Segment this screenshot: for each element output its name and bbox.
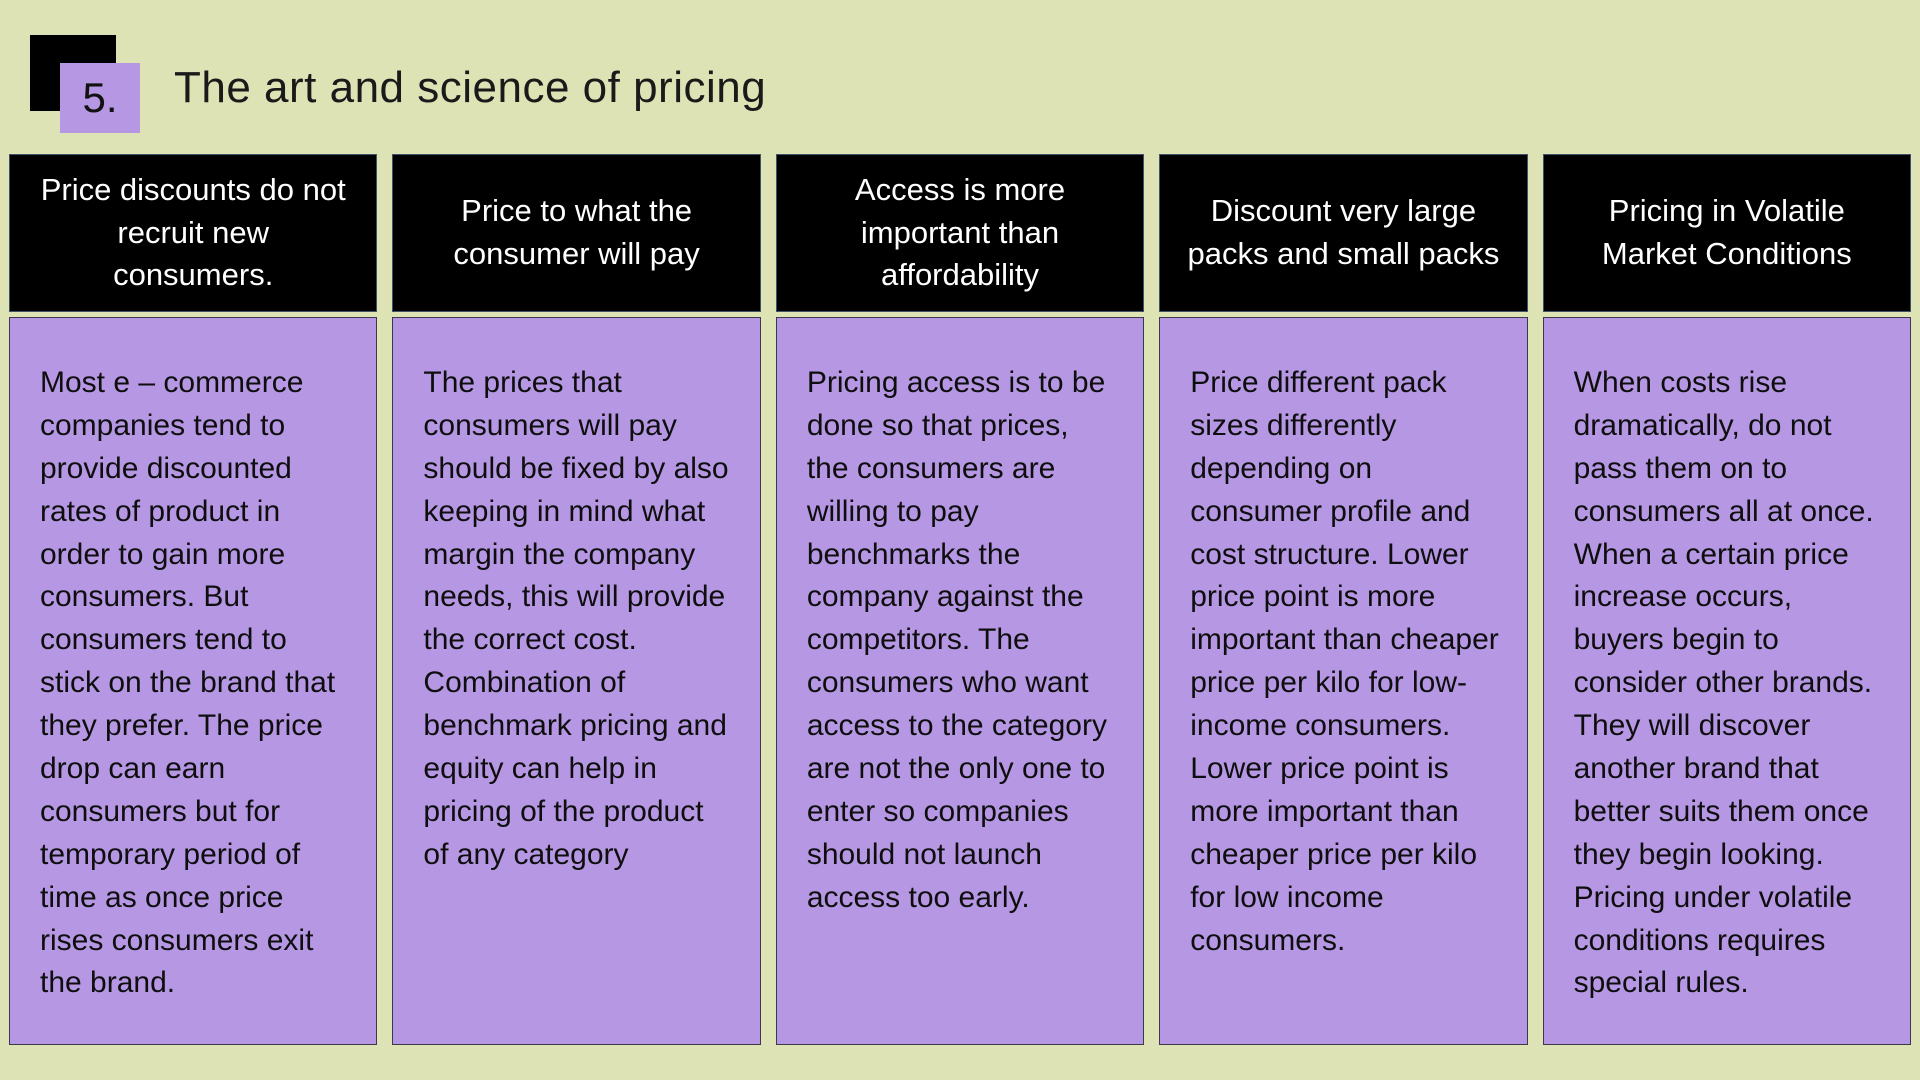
column-header: Pricing in Volatile Market Conditions: [1542, 154, 1912, 312]
title-row: 5. The art and science of pricing: [0, 0, 1920, 140]
column-body: The prices that consumers will pay shoul…: [392, 317, 761, 1045]
pricing-column-1: Price discounts do not recruit new consu…: [9, 154, 378, 1045]
slide-number-badge: 5.: [22, 25, 140, 133]
pricing-column-3: Access is more important than affordabil…: [775, 154, 1145, 1045]
column-header: Access is more important than affordabil…: [775, 154, 1145, 312]
slide-number: 5.: [60, 63, 140, 133]
slide-title: The art and science of pricing: [174, 63, 767, 112]
pricing-column-5: Pricing in Volatile Market Conditions Wh…: [1542, 154, 1912, 1045]
column-body: Price different pack sizes differently d…: [1159, 317, 1528, 1045]
column-header: Price to what the consumer will pay: [392, 154, 761, 312]
column-header: Discount very large packs and small pack…: [1159, 154, 1528, 312]
column-body: Pricing access is to be done so that pri…: [775, 317, 1145, 1045]
column-body: When costs rise dramatically, do not pas…: [1542, 317, 1912, 1045]
column-body: Most e – commerce companies tend to prov…: [9, 317, 378, 1045]
column-header: Price discounts do not recruit new consu…: [9, 154, 378, 312]
pricing-column-4: Discount very large packs and small pack…: [1159, 154, 1528, 1045]
columns-container: Price discounts do not recruit new consu…: [0, 140, 1920, 1045]
pricing-column-2: Price to what the consumer will pay The …: [392, 154, 761, 1045]
